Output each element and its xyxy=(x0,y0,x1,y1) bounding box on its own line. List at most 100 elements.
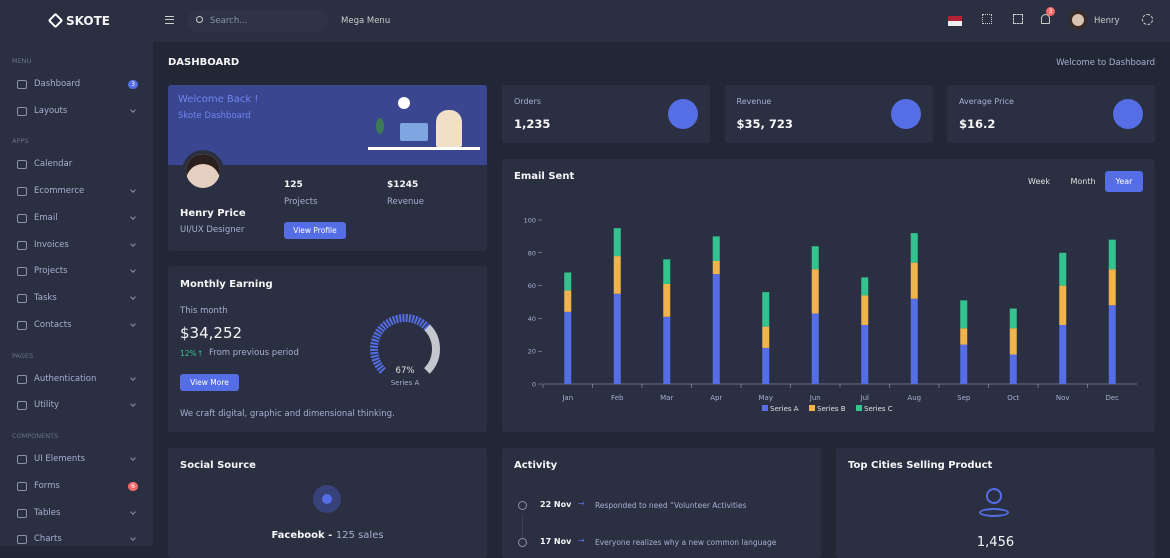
bar-segment xyxy=(663,316,671,384)
view-profile-button[interactable]: View Profile xyxy=(284,222,346,239)
x-tick-label: Mar xyxy=(660,394,673,402)
range-button[interactable]: Week xyxy=(1028,177,1050,186)
nav-label: UI Elements xyxy=(34,454,86,464)
nav-item[interactable]: Invoices xyxy=(0,235,153,257)
section-title: MENU xyxy=(12,57,32,65)
source-name: Facebook - xyxy=(271,530,336,541)
bar-segment xyxy=(861,324,869,384)
nav-label: Invoices xyxy=(34,239,69,250)
activity-arrow: → xyxy=(578,499,585,508)
sidebar: SKOTE MENU Dashboard 3 Layouts APPS Calendar E… xyxy=(0,0,153,546)
y-tick-label: 0 xyxy=(532,381,536,389)
x-tick-label: Aug xyxy=(907,394,921,402)
nav-label: Projects xyxy=(34,266,68,277)
nav-chevron xyxy=(130,374,136,381)
search-box[interactable] xyxy=(187,10,329,32)
logo-icon xyxy=(47,12,64,29)
x-tick-label: May xyxy=(759,394,773,402)
apps-icon[interactable] xyxy=(982,14,992,24)
nav-item[interactable]: Charts xyxy=(0,529,153,551)
stat-title: Revenue xyxy=(736,97,772,106)
nav-item[interactable]: Tasks xyxy=(0,288,153,310)
nav-label: Email xyxy=(34,212,58,223)
projects-count: 125 xyxy=(284,180,303,190)
bar-segment xyxy=(960,300,968,329)
logo[interactable]: SKOTE xyxy=(66,14,110,28)
nav-item[interactable]: UI Elements xyxy=(0,449,153,471)
nav-item[interactable]: Tables xyxy=(0,503,153,525)
nav-item[interactable]: Calendar xyxy=(0,154,153,176)
nav-icon xyxy=(17,481,27,491)
nav-icon xyxy=(17,213,27,223)
page-title: DASHBOARD xyxy=(168,57,240,68)
illustration-person xyxy=(436,110,462,147)
section-title: APPS xyxy=(12,137,29,146)
monthly-earning-card: Monthly Earning This month $34,252 12% ↑… xyxy=(168,266,487,432)
nav-label: Layouts xyxy=(34,105,68,116)
nav-label: Utility xyxy=(34,400,60,411)
welcome-card: Welcome Back ! Skote Dashboard Henry Pri… xyxy=(168,85,487,251)
y-tick-label: 80 xyxy=(528,249,536,257)
user-name[interactable]: Henry xyxy=(1094,16,1120,26)
nav-icon xyxy=(17,321,27,330)
nav-item[interactable]: Utility xyxy=(0,395,153,417)
section-title: PAGES xyxy=(12,351,34,360)
projects-label: Projects xyxy=(284,197,318,207)
bar-segment xyxy=(1108,239,1116,270)
mega-menu[interactable]: Mega Menu xyxy=(341,16,391,26)
stat-title: Orders xyxy=(514,97,541,106)
stat-value: $16.2 xyxy=(959,117,996,131)
nav-chevron xyxy=(130,455,136,461)
bar-segment xyxy=(910,262,918,299)
settings-icon[interactable] xyxy=(1142,14,1153,25)
stat-value: 1,235 xyxy=(514,117,551,131)
section-title: COMPONENTS xyxy=(12,432,59,441)
y-tick-label: 100 xyxy=(524,217,536,225)
nav-chevron xyxy=(130,213,136,220)
bar-segment xyxy=(811,313,819,384)
nav-item[interactable]: Authentication xyxy=(0,369,153,391)
nav-label: Dashboard xyxy=(34,78,81,89)
footer-text: We craft digital, graphic and dimensiona… xyxy=(180,409,395,419)
card-title: Monthly Earning xyxy=(180,279,273,290)
nav-item[interactable]: Ecommerce xyxy=(0,181,153,203)
gauge: 67% Series A xyxy=(370,314,440,387)
view-more-button[interactable]: View More xyxy=(180,374,239,391)
card-title: Top Cities Selling Product xyxy=(848,460,993,471)
nav-item[interactable]: Dashboard 3 xyxy=(0,74,153,96)
fullscreen-icon[interactable] xyxy=(1013,14,1023,24)
range-button[interactable]: Year xyxy=(1105,171,1143,192)
user-avatar[interactable] xyxy=(1069,11,1087,29)
activity-arrow: → xyxy=(578,536,585,545)
top-cities-card: Top Cities Selling Product 1,456 xyxy=(836,448,1155,558)
legend-swatch xyxy=(856,405,862,411)
nav-icon xyxy=(17,267,27,277)
profile-role: UI/UX Designer xyxy=(180,225,245,235)
illustration-plant xyxy=(376,118,384,134)
nav-item[interactable]: Email xyxy=(0,208,153,230)
menu-toggle[interactable] xyxy=(165,16,174,24)
nav-item[interactable]: Contacts xyxy=(0,315,153,337)
bar-segment xyxy=(762,347,770,384)
source-sales: 125 sales xyxy=(335,530,384,541)
x-tick-label: Dec xyxy=(1105,394,1119,402)
location-base xyxy=(979,508,1009,517)
profile-avatar xyxy=(182,150,224,192)
range-button[interactable]: Month xyxy=(1070,177,1096,186)
bar-segment xyxy=(1059,252,1067,286)
stat-card: Average Price $16.2 xyxy=(947,85,1155,143)
bar-segment xyxy=(1009,308,1017,329)
welcome-heading: Welcome Back ! xyxy=(178,94,259,105)
flag-icon[interactable] xyxy=(948,16,962,26)
nav-item[interactable]: Forms 6 xyxy=(0,476,153,498)
source-line: Facebook - 125 sales xyxy=(168,530,487,541)
bell-icon[interactable] xyxy=(1041,14,1050,24)
nav-item[interactable]: Layouts xyxy=(0,101,153,123)
nav-item[interactable]: Projects xyxy=(0,261,153,283)
nav-label: Charts xyxy=(34,534,62,545)
bar-segment xyxy=(861,277,869,296)
change-text: From previous period xyxy=(209,348,299,358)
bar-segment xyxy=(564,311,572,384)
search-icon xyxy=(196,16,203,23)
